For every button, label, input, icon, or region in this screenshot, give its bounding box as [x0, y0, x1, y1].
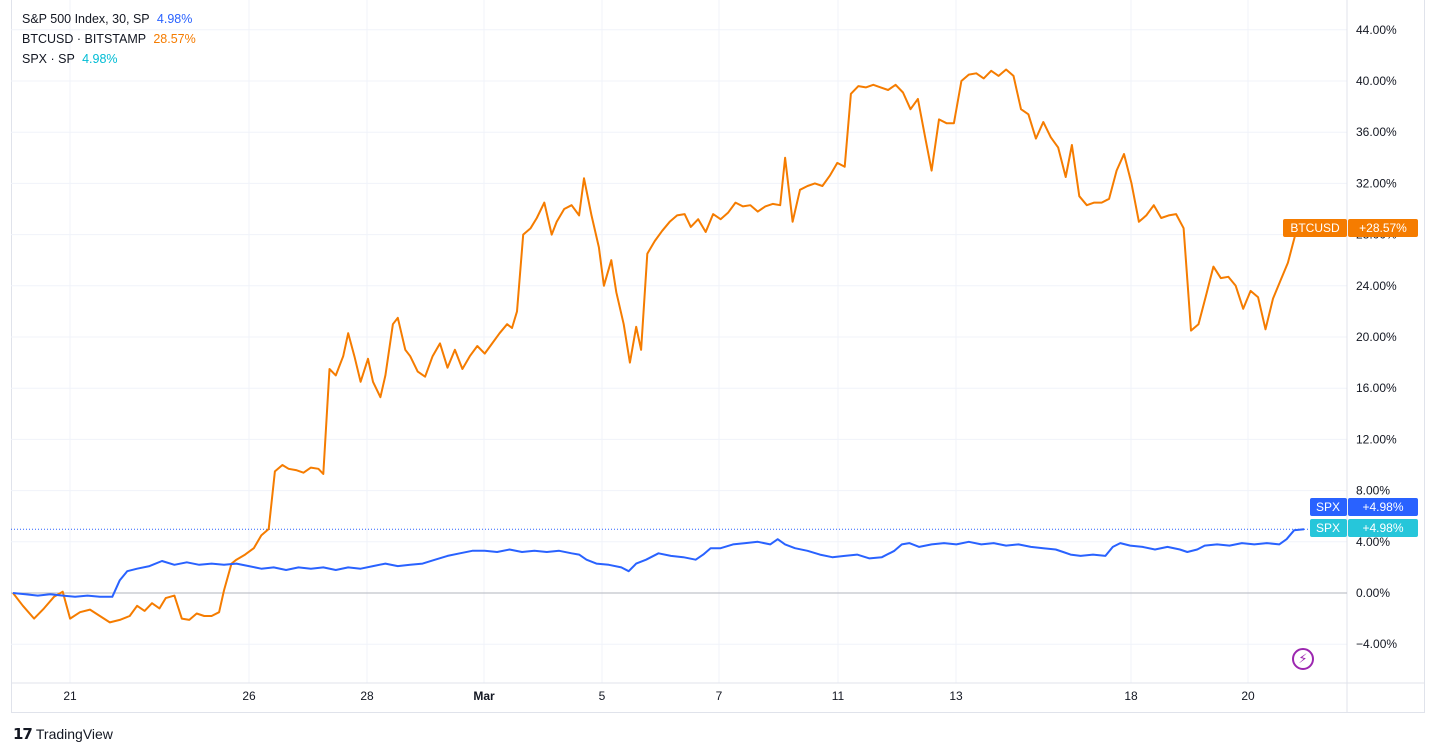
x-tick-label: 26: [242, 689, 256, 703]
lightning-icon[interactable]: ⚡: [1292, 648, 1314, 670]
legend-row-btcusd[interactable]: BTCUSD · BITSTAMP 28.57%: [22, 29, 196, 49]
price-badge-spx-cyan: SPX +4.98%: [1310, 519, 1418, 537]
badge-name: SPX: [1316, 500, 1340, 514]
badge-value: +4.98%: [1362, 500, 1403, 514]
y-tick-label: 0.00%: [1356, 586, 1390, 600]
tradingview-logo[interactable]: 17 TradingView: [13, 725, 113, 743]
legend-label: BTCUSD · BITSTAMP: [22, 32, 146, 46]
legend-row-spx[interactable]: SPX · SP 4.98%: [22, 49, 196, 69]
y-axis: 44.00%40.00%36.00%32.00%28.00%24.00%20.0…: [1356, 23, 1397, 651]
series-line-btcusd[interactable]: [12, 68, 1305, 624]
y-tick-label: 20.00%: [1356, 330, 1397, 344]
price-badges: BTCUSD +28.57% SPX +4.98% SPX +4.98%: [1283, 219, 1418, 537]
y-tick-label: 4.00%: [1356, 535, 1390, 549]
badge-value-bg: [1348, 498, 1418, 516]
badge-name: BTCUSD: [1290, 221, 1340, 235]
zero-line-layer: [11, 528, 1347, 594]
x-tick-label: 7: [716, 689, 723, 703]
x-tick-label: 13: [949, 689, 963, 703]
y-tick-label: 12.00%: [1356, 432, 1397, 446]
badge-name-bg: [1310, 498, 1347, 516]
tradingview-mark-icon: 17: [13, 725, 33, 743]
grid-layer: [11, 0, 1425, 713]
y-tick-label: 36.00%: [1356, 125, 1397, 139]
x-tick-label: 21: [63, 689, 77, 703]
tradingview-brand: TradingView: [35, 726, 113, 742]
badge-value: +4.98%: [1362, 521, 1403, 535]
price-badge-btcusd: BTCUSD +28.57%: [1283, 219, 1418, 237]
x-tick-label: 5: [599, 689, 606, 703]
x-tick-label: 28: [360, 689, 374, 703]
badge-name-bg: [1310, 519, 1347, 537]
badge-value-bg: [1348, 519, 1418, 537]
badge-value-bg: [1348, 219, 1418, 237]
price-badge-spx-blue: SPX +4.98%: [1310, 498, 1418, 516]
legend: S&P 500 Index, 30, SP 4.98% BTCUSD · BIT…: [22, 9, 196, 69]
legend-value: 28.57%: [153, 32, 196, 46]
badge-name-bg: [1283, 219, 1347, 237]
series-layer: [12, 68, 1305, 624]
legend-label: SPX · SP: [22, 52, 75, 66]
series-line-spx[interactable]: [12, 528, 1305, 598]
x-tick-label: 11: [832, 689, 845, 703]
y-tick-label: 32.00%: [1356, 176, 1397, 190]
legend-row-spx-main[interactable]: S&P 500 Index, 30, SP 4.98%: [22, 9, 196, 29]
x-axis: 21 26 28 Mar 5 7 11 13 18 20: [63, 689, 1255, 703]
y-tick-label: 8.00%: [1356, 484, 1390, 498]
badge-name: SPX: [1316, 521, 1340, 535]
x-tick-label: Mar: [473, 689, 495, 703]
legend-value: 4.98%: [156, 12, 193, 26]
legend-label: S&P 500 Index, 30, SP: [22, 12, 150, 26]
badge-value: +28.57%: [1359, 221, 1407, 235]
y-tick-label: −4.00%: [1356, 637, 1397, 651]
legend-value: 4.98%: [82, 52, 118, 66]
chart-frame: [11, 0, 1425, 713]
x-tick-label: 20: [1241, 689, 1255, 703]
y-tick-label: 16.00%: [1356, 381, 1397, 395]
y-tick-label: 24.00%: [1356, 279, 1397, 293]
y-tick-label: 44.00%: [1356, 23, 1397, 37]
y-tick-label: 40.00%: [1356, 74, 1397, 88]
x-tick-label: 18: [1124, 689, 1138, 703]
